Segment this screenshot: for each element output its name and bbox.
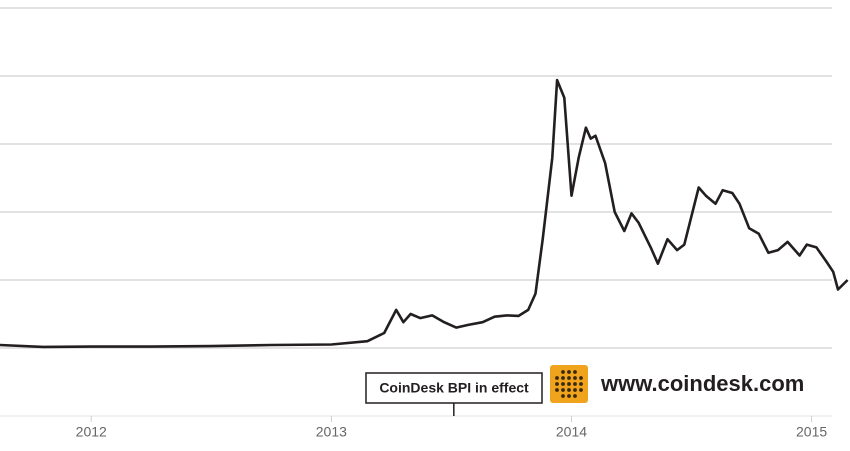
- x-tick-label: 2014: [556, 424, 587, 440]
- x-tick-label: 2013: [316, 424, 347, 440]
- logo-dot: [561, 376, 565, 380]
- logo-dot: [555, 376, 559, 380]
- logo-dot: [579, 388, 583, 392]
- annotation-box: [365, 372, 543, 404]
- logo-dot: [579, 376, 583, 380]
- logo: www.coindesk.com: [550, 365, 804, 403]
- logo-dot: [567, 376, 571, 380]
- logo-dot: [573, 382, 577, 386]
- x-tick-label: 2012: [76, 424, 107, 440]
- logo-dot: [573, 370, 577, 374]
- plot-area: [0, 78, 849, 349]
- grid: [0, 7, 832, 349]
- logo-dot: [555, 382, 559, 386]
- logo-dot: [573, 388, 577, 392]
- logo-dot: [573, 394, 577, 398]
- logo-dot: [579, 382, 583, 386]
- logo-dot: [567, 388, 571, 392]
- logo-dot: [573, 376, 577, 380]
- logo-dot: [561, 382, 565, 386]
- source-text: www.coindesk.com: [600, 371, 804, 396]
- price-line: [0, 78, 849, 349]
- logo-dot: [561, 388, 565, 392]
- logo-dot: [567, 382, 571, 386]
- x-tick-label: 2015: [796, 424, 827, 440]
- logo-dot: [561, 394, 565, 398]
- logo-dot: [567, 370, 571, 374]
- logo-dot: [567, 394, 571, 398]
- logo-dot: [555, 388, 559, 392]
- logo-dots: [555, 370, 583, 398]
- annotation-text: CoinDesk BPI in effect: [379, 380, 529, 396]
- annotation: CoinDesk BPI in effect: [365, 372, 543, 416]
- x-axis: 2012 2013 2014 2015: [0, 415, 832, 440]
- logo-dot: [561, 370, 565, 374]
